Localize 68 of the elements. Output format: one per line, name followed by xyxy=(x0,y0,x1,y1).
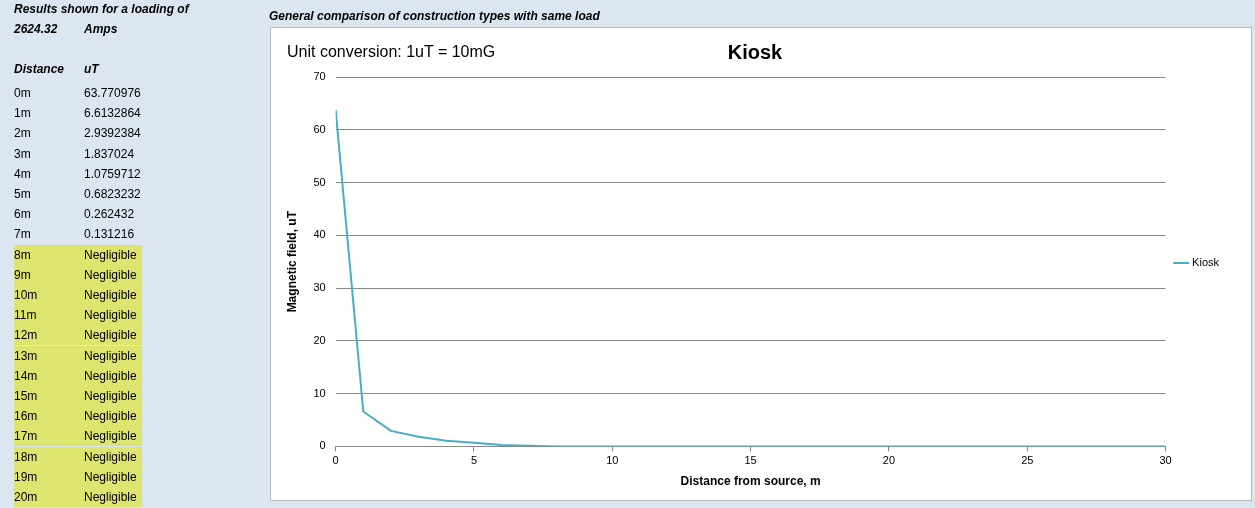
text: 0m xyxy=(14,86,31,100)
text: Negligible xyxy=(84,368,137,383)
y-tick-label: 40 xyxy=(313,228,326,241)
y-tick-label: 0 xyxy=(319,439,326,452)
text: Negligible xyxy=(84,490,137,504)
text: 18m xyxy=(14,449,38,464)
x-axis-title: Distance from source, m xyxy=(680,474,821,489)
text: 1m xyxy=(14,106,31,121)
text: Negligible xyxy=(84,449,137,464)
x-tick-label: 30 xyxy=(1159,454,1172,467)
text: 1.837024 xyxy=(84,146,135,161)
y-axis-title: Magnetic field, uT xyxy=(284,210,299,313)
text: 20m xyxy=(14,490,38,504)
y-tick-label: 20 xyxy=(313,333,326,346)
text: Negligible xyxy=(84,348,137,363)
text: 4m xyxy=(14,166,31,181)
y-tick-label: 60 xyxy=(313,122,326,135)
text: Negligible xyxy=(84,389,137,403)
text: 16m xyxy=(14,409,38,424)
text: Negligible xyxy=(84,328,137,343)
x-tick-label: 25 xyxy=(1021,454,1034,467)
text: 0.262432 xyxy=(84,207,135,222)
text: 9m xyxy=(14,267,31,282)
text: 2624.32 xyxy=(14,22,58,36)
text: 63.770976 xyxy=(84,86,141,100)
text: Negligible xyxy=(84,288,137,302)
x-tick-label: 0 xyxy=(332,454,339,467)
text: Negligible xyxy=(84,469,137,484)
text: uT xyxy=(84,62,99,76)
text: 7m xyxy=(14,227,31,242)
text: 3m xyxy=(14,146,31,161)
text: 6.6132864 xyxy=(84,106,141,121)
text: 5m xyxy=(14,187,31,201)
text: 10m xyxy=(14,288,38,302)
text: 2m xyxy=(14,126,31,141)
x-tick-label: 15 xyxy=(744,454,757,467)
text: 1.0759712 xyxy=(84,166,141,181)
text: Negligible xyxy=(84,267,137,282)
x-tick-label: 5 xyxy=(470,454,478,467)
text: Negligible xyxy=(84,429,137,444)
text: 6m xyxy=(14,207,31,222)
chart-title: Kiosk xyxy=(727,40,784,63)
legend-label: Kiosk xyxy=(1192,256,1220,269)
text: 17m xyxy=(14,429,38,444)
text: 13m xyxy=(14,348,38,363)
y-tick-label: 50 xyxy=(313,175,326,188)
text: 8m xyxy=(14,247,31,262)
text: 2.9392384 xyxy=(84,126,141,141)
text: Negligible xyxy=(84,247,137,262)
y-tick-label: 70 xyxy=(313,70,326,83)
text: 0.6823232 xyxy=(84,187,141,201)
text: Negligible xyxy=(84,308,137,323)
text: 11m xyxy=(14,308,37,323)
text: 0.131216 xyxy=(84,227,135,242)
text: Distance xyxy=(14,62,65,76)
text: Results shown for a loading of xyxy=(14,2,189,16)
text: Unit conversion: 1uT = 10mG xyxy=(287,43,496,61)
y-tick-label: 10 xyxy=(313,386,326,399)
text: 15m xyxy=(14,389,38,403)
x-tick-label: 10 xyxy=(606,454,619,467)
text: 19m xyxy=(14,469,38,484)
y-tick-label: 30 xyxy=(313,281,326,294)
text: General comparison of construction types with same load xyxy=(269,9,600,23)
text: 12m xyxy=(14,328,38,343)
x-tick-label: 20 xyxy=(882,454,896,467)
text: Amps xyxy=(84,22,118,36)
text: Negligible xyxy=(84,409,137,424)
text: 14m xyxy=(14,368,38,383)
